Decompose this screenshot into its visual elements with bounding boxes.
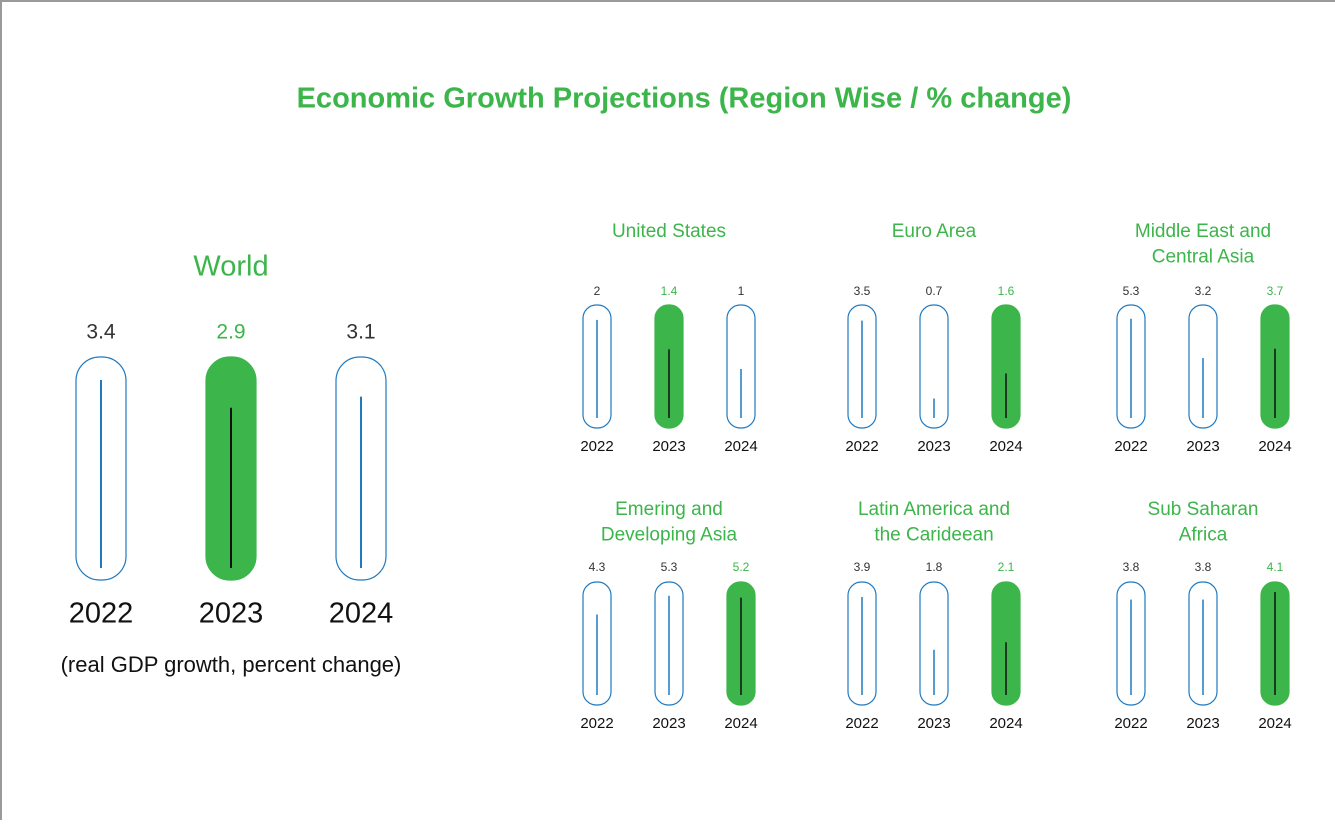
value-label: 5.3 bbox=[661, 560, 678, 574]
x-tick-label: 2023 bbox=[917, 715, 950, 732]
x-tick-label: 2024 bbox=[724, 715, 757, 732]
x-tick-label: 2023 bbox=[917, 438, 950, 455]
pill bbox=[726, 304, 756, 429]
x-tick-label: 2023 bbox=[1186, 438, 1219, 455]
chart-title: Euro Area bbox=[892, 221, 977, 242]
value-label: 3.7 bbox=[1267, 284, 1284, 298]
chart-title: United States bbox=[612, 221, 726, 242]
x-tick-label: 2024 bbox=[1258, 715, 1291, 732]
value-label: 1.6 bbox=[998, 284, 1015, 298]
x-tick-label: 2022 bbox=[69, 598, 134, 630]
x-tick-label: 2022 bbox=[580, 715, 613, 732]
value-label: 3.5 bbox=[854, 284, 871, 298]
x-tick-label: 2024 bbox=[724, 438, 757, 455]
pill bbox=[919, 304, 949, 429]
chart-title: World bbox=[193, 251, 268, 283]
x-tick-label: 2023 bbox=[652, 438, 685, 455]
x-tick-label: 2024 bbox=[329, 598, 394, 630]
x-tick-label: 2022 bbox=[845, 438, 878, 455]
page-title: Economic Growth Projections (Region Wise… bbox=[297, 83, 1072, 115]
value-label: 1.8 bbox=[926, 560, 943, 574]
x-tick-label: 2022 bbox=[845, 715, 878, 732]
x-tick-label: 2023 bbox=[199, 598, 264, 630]
value-label: 2.1 bbox=[998, 560, 1015, 574]
chart-title: Developing Asia bbox=[601, 525, 738, 546]
value-label: 3.2 bbox=[1195, 284, 1212, 298]
value-label: 3.4 bbox=[86, 321, 116, 344]
chart-note: (real GDP growth, percent change) bbox=[61, 652, 402, 677]
value-label: 2 bbox=[594, 284, 601, 298]
value-label: 2.9 bbox=[216, 321, 245, 344]
chart-title: Sub Saharan bbox=[1148, 499, 1259, 520]
value-label: 3.8 bbox=[1123, 560, 1140, 574]
value-label: 1.4 bbox=[661, 284, 678, 298]
chart-title: Emering and bbox=[615, 499, 723, 520]
chart-title: Africa bbox=[1179, 525, 1228, 546]
value-label: 1 bbox=[738, 284, 745, 298]
x-tick-label: 2022 bbox=[1114, 715, 1147, 732]
value-label: 3.1 bbox=[346, 321, 375, 344]
pill bbox=[919, 581, 949, 706]
x-tick-label: 2024 bbox=[1258, 438, 1291, 455]
x-tick-label: 2022 bbox=[580, 438, 613, 455]
x-tick-label: 2023 bbox=[1186, 715, 1219, 732]
value-label: 5.3 bbox=[1123, 284, 1140, 298]
chart-title: Middle East and bbox=[1135, 221, 1271, 242]
value-label: 4.1 bbox=[1267, 560, 1284, 574]
x-tick-label: 2022 bbox=[1114, 438, 1147, 455]
value-label: 0.7 bbox=[926, 284, 943, 298]
value-label: 4.3 bbox=[589, 560, 606, 574]
chart-title: Latin America and bbox=[858, 499, 1010, 520]
x-tick-label: 2024 bbox=[989, 438, 1022, 455]
value-label: 3.9 bbox=[854, 560, 871, 574]
value-label: 3.8 bbox=[1195, 560, 1212, 574]
pill bbox=[991, 304, 1021, 429]
x-tick-label: 2024 bbox=[989, 715, 1022, 732]
chart-title: the Carideean bbox=[874, 525, 993, 546]
chart-title: Central Asia bbox=[1152, 247, 1255, 268]
x-tick-label: 2023 bbox=[652, 715, 685, 732]
value-label: 5.2 bbox=[733, 560, 750, 574]
